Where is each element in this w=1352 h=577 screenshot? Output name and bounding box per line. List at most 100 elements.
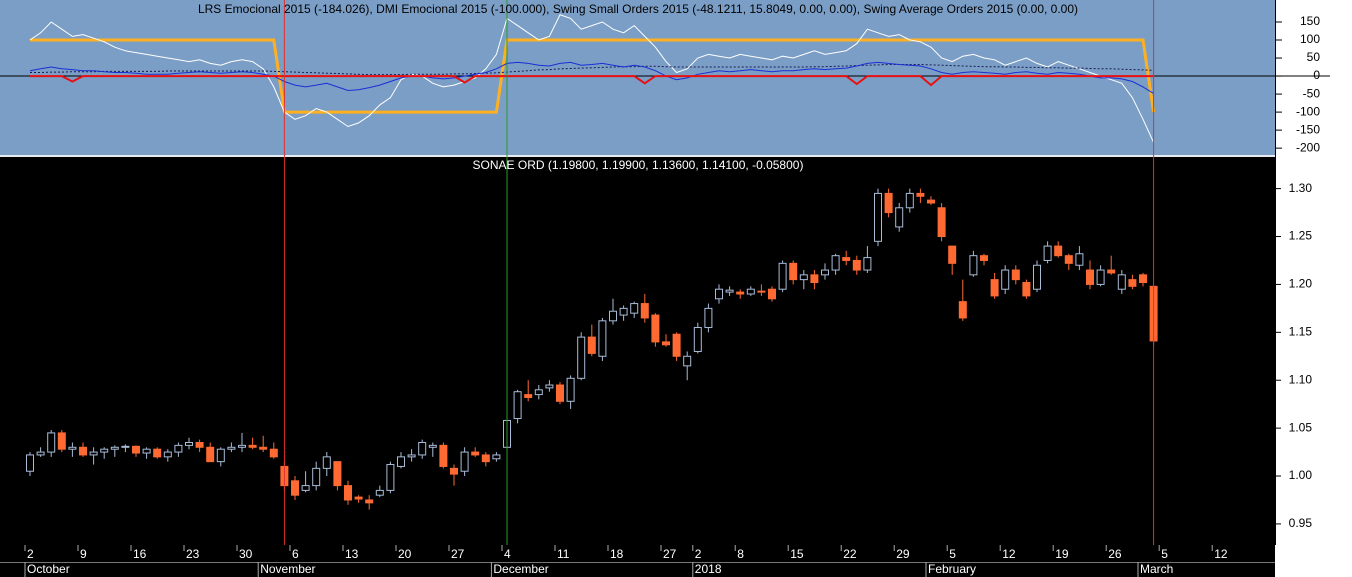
candle-body bbox=[905, 192, 914, 209]
x-tick-label: 19 bbox=[1055, 547, 1069, 561]
candle-body bbox=[291, 480, 299, 496]
y-tick-label: 1.05 bbox=[1289, 420, 1313, 434]
x-tick-label: 30 bbox=[239, 547, 253, 561]
x-tick-label: 27 bbox=[451, 547, 465, 561]
x-tick-label: 4 bbox=[504, 547, 511, 561]
y-tick-label: -150 bbox=[1296, 122, 1320, 136]
candle-body bbox=[969, 255, 978, 276]
y-tick-label: 100 bbox=[1300, 32, 1320, 46]
candle-body bbox=[736, 291, 745, 295]
candle-body bbox=[1001, 269, 1010, 290]
x-tick-label: 12 bbox=[1002, 547, 1016, 561]
candle-body bbox=[132, 445, 140, 454]
candle-body bbox=[863, 257, 872, 271]
y-tick-label: 1.15 bbox=[1289, 324, 1313, 338]
candle-body bbox=[757, 290, 766, 293]
candle-body bbox=[460, 451, 469, 472]
x-tick-label: 9 bbox=[80, 547, 87, 561]
candle-body bbox=[683, 355, 692, 367]
y-tick-label: 1.10 bbox=[1289, 372, 1313, 386]
indicator-title: LRS Emocional 2015 (-184.026), DMI Emoci… bbox=[198, 2, 1078, 16]
candle-body bbox=[365, 499, 374, 504]
x-tick-label: 15 bbox=[790, 547, 804, 561]
candle-body bbox=[110, 446, 119, 450]
candle-body bbox=[1117, 274, 1126, 290]
candle-body bbox=[831, 255, 840, 271]
candle-body bbox=[153, 448, 162, 458]
candle-body bbox=[534, 389, 543, 396]
month-label: November bbox=[260, 562, 315, 576]
x-tick-label: 22 bbox=[843, 547, 857, 561]
candle-body bbox=[100, 448, 109, 453]
x-tick-label: 27 bbox=[663, 547, 677, 561]
y-tick-label: 0 bbox=[1313, 68, 1320, 82]
candle-body bbox=[354, 496, 363, 500]
candle-body bbox=[195, 441, 204, 448]
candle-body bbox=[1043, 245, 1052, 261]
candle-body bbox=[1107, 269, 1116, 274]
price-title: SONAE ORD (1.19800, 1.19900, 1.13600, 1.… bbox=[473, 158, 804, 172]
y-tick-label: 50 bbox=[1307, 50, 1321, 64]
candle-body bbox=[884, 192, 893, 214]
candle-body bbox=[492, 454, 501, 460]
x-tick-label: 18 bbox=[610, 547, 624, 561]
x-tick-label: 23 bbox=[186, 547, 200, 561]
candle-body bbox=[916, 192, 925, 197]
x-tick-label: 26 bbox=[1108, 547, 1122, 561]
candle-body bbox=[842, 257, 851, 261]
y-tick-label: -50 bbox=[1303, 86, 1321, 100]
candle-body bbox=[789, 262, 798, 281]
candle-body bbox=[375, 489, 384, 496]
candle-body bbox=[1075, 253, 1084, 266]
candle-body bbox=[640, 303, 649, 319]
candle-body bbox=[26, 454, 34, 472]
candle-body bbox=[937, 207, 946, 238]
x-tick-label: 6 bbox=[292, 547, 299, 561]
candle-body bbox=[948, 245, 957, 264]
candle-body bbox=[248, 444, 257, 448]
month-label: 2018 bbox=[695, 562, 722, 576]
price-panel bbox=[0, 157, 1275, 577]
candle-body bbox=[89, 451, 98, 456]
indicator-line bbox=[29, 61, 1154, 94]
candle-body bbox=[407, 454, 416, 458]
candle-body bbox=[163, 451, 172, 458]
candle-body bbox=[651, 314, 660, 343]
candle-body bbox=[57, 432, 66, 450]
x-tick-label: 12 bbox=[1214, 547, 1228, 561]
candle-body bbox=[1022, 282, 1031, 297]
indicator-line bbox=[30, 38, 1156, 114]
month-label: February bbox=[928, 562, 976, 576]
candle-body bbox=[397, 456, 405, 467]
y-tick-label: 1.30 bbox=[1289, 181, 1313, 195]
indicator-line bbox=[30, 75, 1154, 87]
candle-body bbox=[333, 461, 342, 487]
candle-body bbox=[450, 467, 458, 475]
candle-body bbox=[386, 464, 395, 491]
candle-body bbox=[524, 394, 533, 398]
candle-body bbox=[1139, 274, 1147, 284]
candle-body bbox=[36, 451, 45, 456]
candle-body bbox=[810, 274, 819, 284]
candle-body bbox=[715, 288, 723, 300]
candle-body bbox=[68, 446, 77, 450]
candle-body bbox=[344, 485, 352, 501]
x-tick-label: 2 bbox=[27, 547, 34, 561]
candle-body bbox=[1033, 264, 1041, 290]
candle-body bbox=[513, 391, 522, 420]
candle-body bbox=[704, 307, 713, 329]
x-tick-label: 29 bbox=[896, 547, 910, 561]
candle-body bbox=[79, 446, 87, 456]
y-tick-label: 1.20 bbox=[1289, 277, 1313, 291]
candle-body bbox=[609, 310, 617, 322]
candle-body bbox=[768, 288, 776, 300]
x-tick-label: 8 bbox=[737, 547, 744, 561]
candle-body bbox=[799, 274, 808, 281]
y-tick-label: 150 bbox=[1300, 14, 1320, 28]
candle-body bbox=[577, 336, 586, 379]
candle-body bbox=[545, 384, 554, 389]
candle-body bbox=[1064, 255, 1073, 264]
